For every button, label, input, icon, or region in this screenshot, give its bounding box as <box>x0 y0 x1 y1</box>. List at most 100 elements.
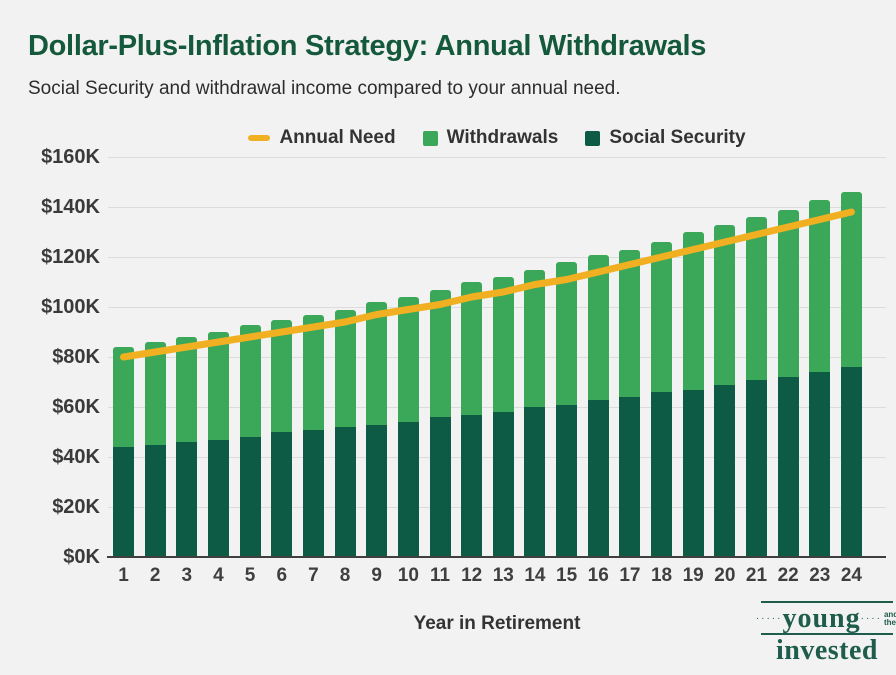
bar-social-security <box>492 412 514 557</box>
bar-social-security <box>840 367 862 557</box>
legend-item: Withdrawals <box>422 127 559 149</box>
bar-social-security <box>651 392 673 557</box>
x-tick-label: 16 <box>587 565 609 586</box>
bar-social-security <box>682 389 704 557</box>
x-tick-label: 17 <box>619 565 641 586</box>
bar-withdrawals <box>619 249 641 397</box>
legend-marker-square <box>585 130 601 146</box>
bar-withdrawals <box>587 254 609 400</box>
logo-word-young: young <box>782 603 861 634</box>
legend-marker-dash <box>248 135 271 141</box>
bar-social-security <box>207 439 229 557</box>
bar-social-security <box>271 432 293 557</box>
bar-withdrawals <box>239 324 261 437</box>
bar-withdrawals <box>840 192 862 367</box>
x-tick-label: 13 <box>492 565 514 586</box>
bar-social-security <box>429 417 451 557</box>
bar-social-security <box>746 379 767 557</box>
bar-social-security <box>176 442 198 557</box>
bar-social-security <box>113 447 134 557</box>
x-tick-label: 24 <box>840 565 862 586</box>
bar-withdrawals <box>461 282 483 415</box>
bar-withdrawals <box>397 297 419 422</box>
x-tick-label: 3 <box>181 565 193 586</box>
y-tick-label: $140K <box>41 196 100 218</box>
y-tick-label: $60K <box>52 396 100 418</box>
x-tick-label: 15 <box>556 565 578 586</box>
x-axis-line <box>107 556 886 558</box>
legend-item: Social Security <box>585 127 746 149</box>
bar-withdrawals <box>524 269 546 407</box>
bar-withdrawals <box>556 262 578 405</box>
bar-withdrawals <box>492 277 514 412</box>
bar-withdrawals <box>429 289 451 417</box>
chart-legend: Annual Need Withdrawals Social Security <box>108 126 886 150</box>
y-tick-label: $20K <box>52 496 100 518</box>
x-tick-label: 10 <box>397 565 419 586</box>
page-title: Dollar-Plus-Inflation Strategy: Annual W… <box>28 30 707 62</box>
legend-label: Social Security <box>609 127 746 148</box>
bar-withdrawals <box>777 209 799 377</box>
x-tick-label: 14 <box>524 565 546 586</box>
brand-logo: ····· young ···· and the invested <box>756 601 896 666</box>
x-tick-label: 18 <box>650 565 673 586</box>
bar-social-security <box>302 429 324 557</box>
x-tick-label: 1 <box>118 565 129 586</box>
x-tick-label: 21 <box>745 565 768 586</box>
y-tick-label: $120K <box>41 246 100 268</box>
y-tick-label: $40K <box>52 446 100 468</box>
page-subtitle: Social Security and withdrawal income co… <box>28 78 621 99</box>
legend-item: Annual Need <box>248 127 396 149</box>
x-tick-label: 4 <box>213 565 224 586</box>
annual-need-line <box>120 208 855 361</box>
grid-line <box>108 257 886 258</box>
x-tick-label: 8 <box>339 565 351 586</box>
legend-label: Annual Need <box>279 127 396 148</box>
logo-word-invested: invested <box>776 635 878 666</box>
x-tick-label: 6 <box>276 565 288 586</box>
bar-withdrawals <box>714 224 736 385</box>
brand-logo-top-row: ····· young ···· and the <box>756 601 896 635</box>
legend-marker-square <box>422 130 438 146</box>
y-tick-label: $80K <box>52 346 100 368</box>
bar-social-security <box>334 427 356 557</box>
bar-withdrawals <box>302 314 324 430</box>
bar-withdrawals <box>144 342 166 445</box>
x-tick-label: 23 <box>809 565 831 586</box>
bar-social-security <box>777 377 799 557</box>
y-tick-label: $160K <box>41 146 100 168</box>
x-tick-label: 22 <box>777 565 799 586</box>
bar-social-security <box>714 384 736 557</box>
x-tick-label: 9 <box>371 565 382 586</box>
bar-social-security <box>397 422 419 557</box>
bar-withdrawals <box>651 242 673 392</box>
logo-dots-left: ····· <box>755 613 783 624</box>
x-tick-label: 20 <box>714 565 736 586</box>
bar-withdrawals <box>809 199 831 372</box>
bar-social-security <box>461 414 483 557</box>
bar-withdrawals <box>334 309 356 427</box>
bar-withdrawals <box>682 232 704 390</box>
bar-withdrawals <box>176 337 198 442</box>
bar-social-security <box>619 397 641 557</box>
bar-social-security <box>366 424 388 557</box>
x-tick-label: 7 <box>308 565 319 586</box>
bar-withdrawals <box>746 217 767 380</box>
bar-withdrawals <box>113 347 134 447</box>
bar-social-security <box>524 407 546 557</box>
grid-line <box>108 157 886 158</box>
logo-dots-right: ···· <box>860 613 882 624</box>
x-tick-label: 19 <box>682 565 704 586</box>
x-axis-title: Year in Retirement <box>413 613 581 634</box>
x-tick-label: 5 <box>244 565 256 586</box>
bar-social-security <box>587 399 609 557</box>
x-tick-label: 12 <box>461 565 483 586</box>
bar-social-security <box>809 372 831 557</box>
bar-social-security <box>556 404 578 557</box>
legend-label: Withdrawals <box>446 127 559 148</box>
plot-area <box>108 157 886 557</box>
y-tick-label: $100K <box>41 296 100 318</box>
grid-line <box>108 207 886 208</box>
bar-social-security <box>144 444 166 557</box>
